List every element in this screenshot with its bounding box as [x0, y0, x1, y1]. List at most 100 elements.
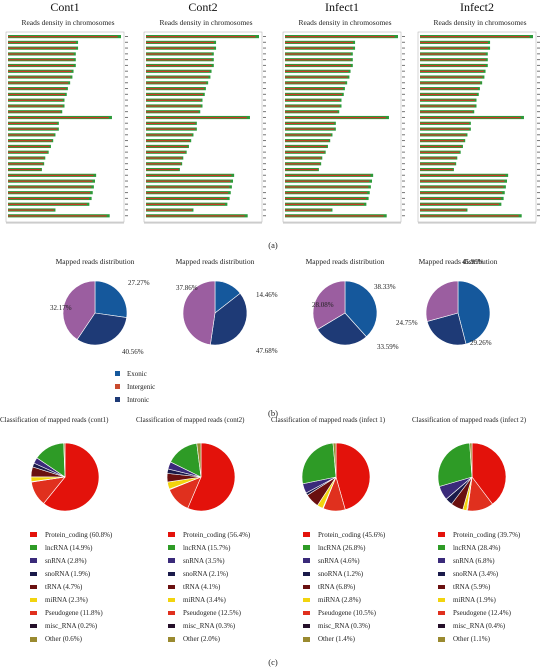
density-bar-overlay: [285, 53, 351, 55]
density-bar-overlay: [146, 186, 230, 188]
legend-label: Protein_coding (60.8%): [45, 530, 113, 539]
pie-slice-intergenic: [312, 280, 346, 330]
legend-swatch: [168, 610, 175, 616]
pie-slice-lncrna: [437, 442, 473, 487]
legend-swatch: [303, 584, 310, 590]
chromosome-tick: [402, 59, 405, 61]
legend-item-pseudogene: Pseudogene (12.5%): [168, 607, 250, 620]
density-bar-overlay: [8, 209, 55, 211]
chromosome-tick: [402, 93, 405, 95]
legend-item-protein_coding: Protein_coding (39.7%): [438, 528, 520, 541]
slice-percent-label: 27.27%: [128, 279, 150, 287]
legend-item-lncrna: lncRNA (28.4%): [438, 541, 520, 554]
density-panel-cont2: Reads density in chromosomes: [142, 17, 270, 231]
pie-slice-intergenic: [182, 280, 216, 346]
density-bar-overlay: [285, 203, 364, 205]
legend-label: Other (1.4%): [318, 635, 355, 644]
density-bar-overlay: [146, 76, 209, 78]
legend-swatch: [30, 637, 37, 642]
density-bar-overlay: [8, 145, 50, 148]
density-bar-overlay: [8, 76, 71, 78]
slice-percent-label: 29.26%: [470, 339, 492, 347]
legend-item-trna: tRNA (6.8%): [303, 580, 385, 593]
density-bar-overlay: [146, 36, 256, 38]
density-bar-overlay: [8, 116, 109, 119]
chromosome-tick: [537, 168, 540, 170]
legend-label: snRNA (6.8%): [453, 556, 495, 565]
chromosome-tick: [125, 122, 128, 124]
chromosome-tick: [125, 36, 128, 37]
density-bar-overlay: [420, 169, 453, 171]
legend-label: Exonic: [127, 369, 147, 378]
chromosome-tick: [402, 157, 405, 159]
chromosome-tick: [125, 145, 128, 147]
density-bar-overlay: [285, 157, 322, 159]
density-bar-overlay: [285, 93, 342, 96]
legend-item-other: Other (2.0%): [168, 633, 250, 646]
density-bar-overlay: [420, 116, 521, 119]
legend-item-intergenic: Intergenic: [115, 380, 155, 393]
legend-item-snrna: snRNA (3.5%): [168, 554, 250, 567]
density-bar-overlay: [8, 180, 93, 182]
pie-slice-intergenic: [425, 280, 459, 322]
legend-swatch: [30, 532, 37, 537]
chromosome-tick: [537, 76, 540, 78]
density-bar-overlay: [146, 70, 210, 72]
slice-percent-label: 38.33%: [374, 283, 396, 291]
chromosome-tick: [263, 76, 266, 78]
plot-frame: [282, 31, 402, 223]
legend-item-protein_coding: Protein_coding (45.6%): [303, 528, 385, 541]
density-bar-overlay: [146, 157, 183, 159]
density-plot: [143, 31, 266, 224]
legend-item-trna: tRNA (4.1%): [168, 580, 250, 593]
legend-item-mirna: miRNA (2.8%): [303, 593, 385, 606]
chromosome-tick: [125, 93, 128, 95]
chromosome-tick: [263, 151, 266, 153]
density-bar-overlay: [146, 99, 201, 101]
legend-swatch: [438, 545, 445, 550]
chromosome-tick: [402, 47, 405, 49]
density-plot: [5, 31, 128, 224]
legend-swatch: [303, 610, 310, 616]
pie-slice-intronic: [76, 312, 128, 346]
density-bar-overlay: [8, 111, 61, 113]
chromosome-tick: [537, 145, 540, 147]
legend-label: Other (1.1%): [453, 635, 490, 644]
density-bar-overlay: [420, 174, 506, 177]
density-title: Reads density in chromosomes: [159, 18, 253, 27]
density-bar-overlay: [8, 186, 92, 188]
legend-swatch: [168, 571, 175, 577]
density-bar-overlay: [285, 180, 370, 182]
density-bar-overlay: [285, 192, 368, 194]
density-bar-overlay: [285, 197, 367, 200]
density-bar-overlay: [8, 82, 69, 84]
slice-percent-label: 45.99%: [462, 258, 484, 266]
density-bar-overlay: [420, 134, 467, 136]
chromosome-tick: [537, 53, 540, 55]
chromosome-tick: [537, 64, 540, 66]
chromosome-tick: [402, 197, 405, 199]
chromosome-tick: [263, 134, 266, 136]
legend-swatch: [30, 584, 37, 590]
chromosome-tick: [263, 186, 266, 188]
density-bar-overlay: [285, 116, 386, 119]
chromosome-tick: [125, 209, 128, 211]
chromosome-tick: [537, 186, 540, 188]
legend-swatch: [438, 597, 445, 603]
chromosome-tick: [125, 116, 128, 118]
legend-swatch: [438, 637, 445, 642]
chromosome-tick: [537, 215, 540, 217]
density-bar-overlay: [8, 197, 90, 200]
chromosome-tick: [125, 59, 128, 61]
chromosome-tick: [263, 116, 266, 118]
density-bar-overlay: [420, 105, 475, 107]
density-panel-cont1: Reads density in chromosomes: [4, 17, 132, 231]
legend-label: Pseudogene (11.8%): [45, 609, 103, 618]
legend-swatch: [30, 545, 37, 550]
slice-percent-label: 14.46%: [256, 291, 278, 299]
chromosome-tick: [125, 186, 128, 188]
legend-swatch: [168, 623, 175, 629]
chromosome-tick: [402, 122, 405, 124]
legend-label: Protein_coding (45.6%): [318, 530, 386, 539]
density-bar-overlay: [146, 180, 231, 182]
